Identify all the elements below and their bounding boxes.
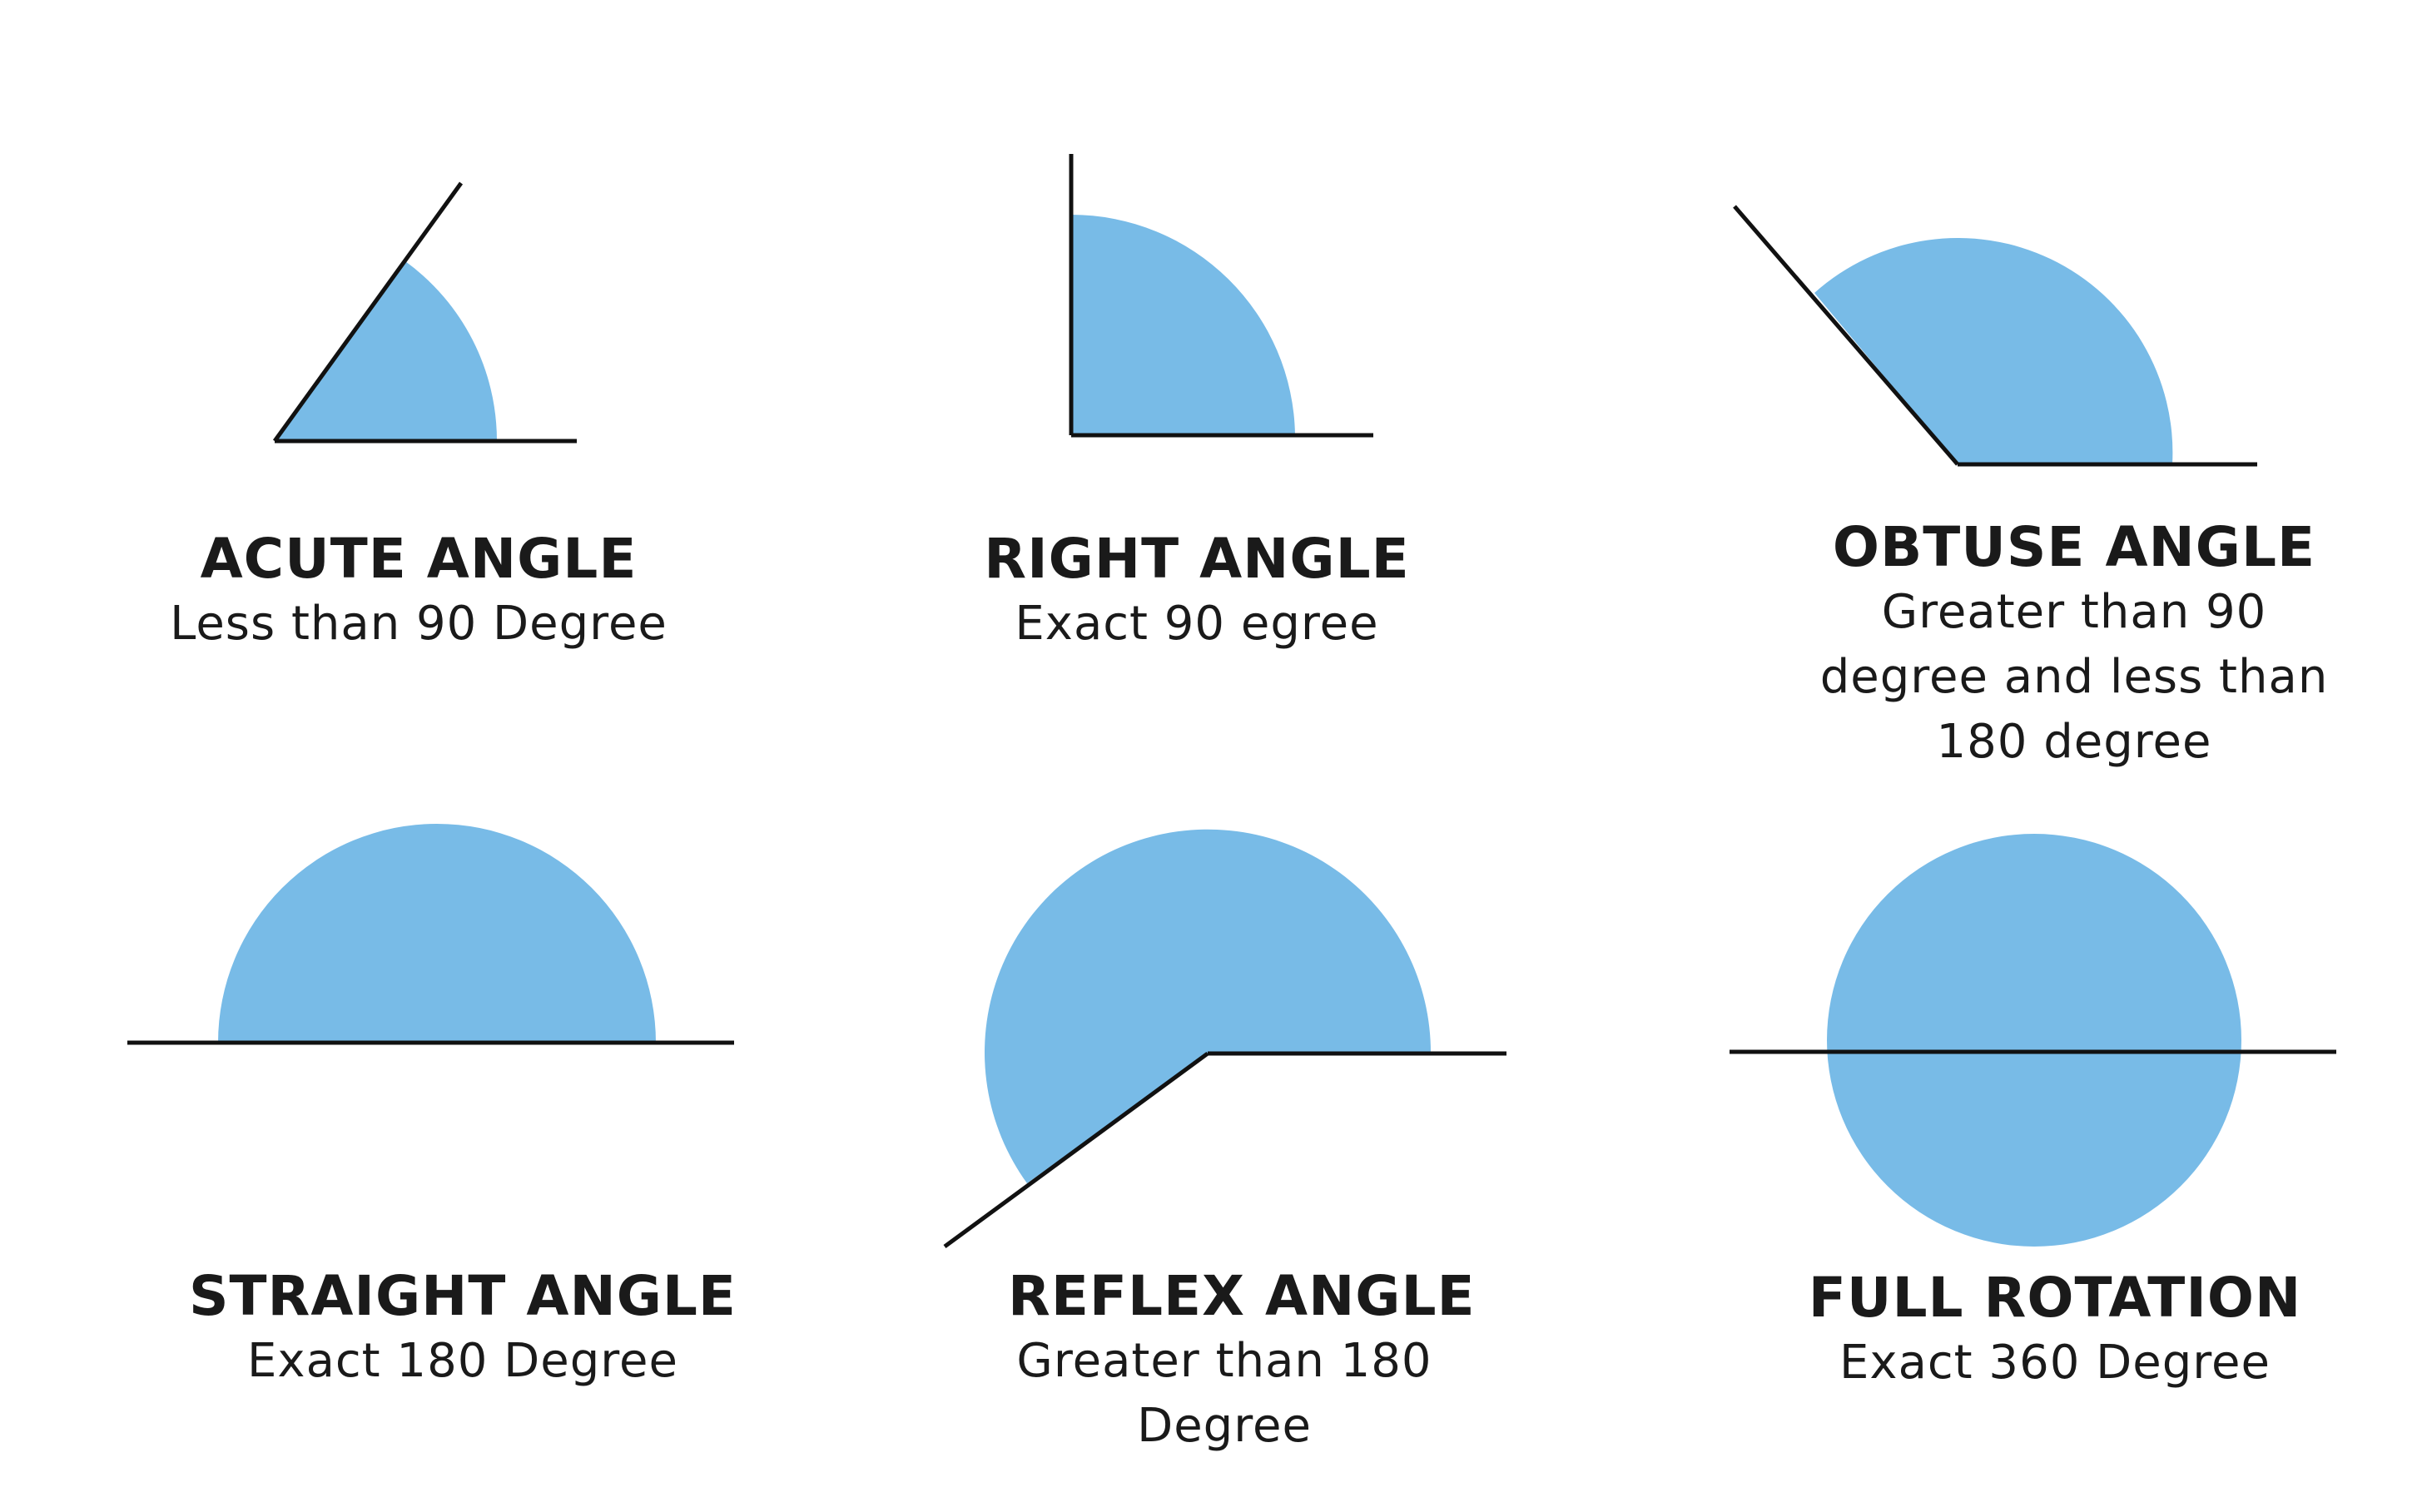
obtuse-angle-arm-ray	[1733, 205, 1959, 466]
obtuse-angle-label: OBTUSE ANGLE Greater than 90 degree and …	[1799, 515, 2349, 775]
obtuse-angle-description: Greater than 90 degree and less than 180…	[1819, 585, 2329, 769]
reflex-angle-arm-ray	[943, 1051, 1209, 1249]
obtuse-angle-arc	[1814, 237, 2173, 464]
full-rotation-label: FULL ROTATION Exact 360 Degree	[1809, 1266, 2301, 1396]
obtuse-angle-figure	[1733, 205, 2257, 467]
straight-angle-figure	[127, 824, 734, 1045]
reflex-angle-description: Greater than 180 Degree	[1016, 1334, 1432, 1453]
reflex-angle-figure	[943, 829, 1506, 1249]
full-rotation-figure	[1730, 834, 2336, 1247]
acute-angle-figure	[272, 181, 577, 444]
full-rotation-description: Exact 360 Degree	[1839, 1336, 2271, 1390]
acute-angle-arc	[275, 261, 497, 441]
acute-angle-title: ACUTE ANGLE	[200, 527, 638, 591]
full-rotation-title: FULL ROTATION	[1808, 1266, 2302, 1330]
right-angle-description: Exact 90 egree	[1015, 597, 1379, 651]
reflex-angle-arc	[985, 829, 1432, 1183]
straight-angle-title: STRAIGHT ANGLE	[188, 1264, 737, 1328]
straight-angle-label: STRAIGHT ANGLE Exact 180 Degree	[189, 1264, 737, 1394]
straight-angle-arc	[218, 824, 656, 1043]
right-angle-title: RIGHT ANGLE	[984, 527, 1410, 591]
obtuse-angle-title: OBTUSE ANGLE	[1832, 515, 2316, 579]
right-angle-arc	[1071, 215, 1295, 435]
reflex-angle-label: REFLEX ANGLE Greater than 180 Degree	[1008, 1264, 1476, 1459]
right-angle-label: RIGHT ANGLE Exact 90 egree	[984, 527, 1409, 657]
acute-angle-label: ACUTE ANGLE Less than 90 Degree	[170, 527, 668, 657]
acute-angle-arm-ray	[272, 181, 464, 443]
right-angle-figure	[1069, 154, 1373, 438]
acute-angle-description: Less than 90 Degree	[170, 597, 668, 651]
full-rotation-circle	[1827, 834, 2241, 1247]
straight-angle-description: Exact 180 Degree	[247, 1334, 678, 1388]
reflex-angle-title: REFLEX ANGLE	[1008, 1264, 1476, 1328]
